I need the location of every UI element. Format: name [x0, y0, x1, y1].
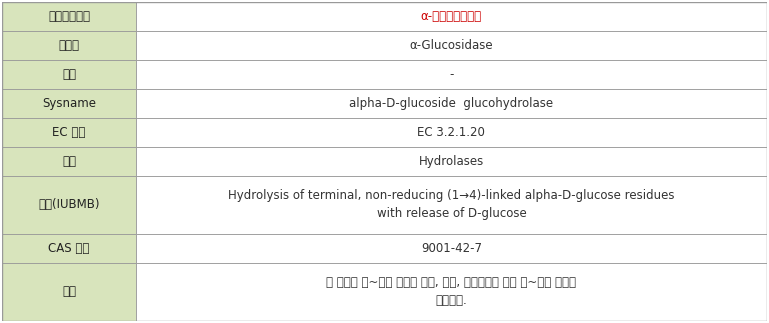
- Bar: [136, 118, 767, 147]
- Text: 9001-42-7: 9001-42-7: [421, 242, 482, 255]
- Bar: [136, 2, 767, 31]
- Bar: [2, 176, 136, 234]
- Text: -: -: [449, 68, 454, 81]
- Text: Hydrolysis of terminal, non-reducing (1→4)-linked alpha-D-glucose residues
with : Hydrolysis of terminal, non-reducing (1→…: [228, 190, 674, 221]
- Bar: [136, 60, 767, 89]
- Bar: [136, 89, 767, 118]
- Text: alpha-D-glucoside  glucohydrolase: alpha-D-glucoside glucohydrolase: [349, 97, 554, 110]
- Text: EC 번호: EC 번호: [52, 126, 85, 139]
- Text: α-Glucosidase: α-Glucosidase: [410, 39, 493, 52]
- Text: CAS 번호: CAS 번호: [48, 242, 90, 255]
- Bar: [136, 234, 767, 263]
- Bar: [136, 147, 767, 176]
- Bar: [2, 2, 136, 31]
- Bar: [2, 147, 136, 176]
- Text: 식품첨가물명: 식품첨가물명: [48, 10, 90, 23]
- Text: 성상: 성상: [62, 286, 76, 298]
- Bar: [2, 31, 136, 60]
- Bar: [2, 89, 136, 118]
- Bar: [2, 263, 136, 321]
- Text: α-글루코시다아제: α-글루코시다아제: [421, 10, 482, 23]
- Text: Hydrolases: Hydrolases: [419, 155, 484, 168]
- Bar: [2, 118, 136, 147]
- Text: Sysname: Sysname: [42, 97, 96, 110]
- Bar: [136, 263, 767, 321]
- Bar: [136, 31, 767, 60]
- Bar: [2, 60, 136, 89]
- Text: 영문명: 영문명: [58, 39, 79, 52]
- Text: 분류: 분류: [62, 155, 76, 168]
- Text: EC 3.2.1.20: EC 3.2.1.20: [418, 126, 485, 139]
- Text: 반응(IUBMB): 반응(IUBMB): [38, 198, 100, 212]
- Text: 이명: 이명: [62, 68, 76, 81]
- Bar: [136, 176, 767, 234]
- Bar: [2, 234, 136, 263]
- Text: 이 품목은 백~진한 갈색의 분말, 입상, 페이스트상 또는 무~진한 갈색의
액상이다.: 이 품목은 백~진한 갈색의 분말, 입상, 페이스트상 또는 무~진한 갈색의…: [326, 276, 577, 307]
